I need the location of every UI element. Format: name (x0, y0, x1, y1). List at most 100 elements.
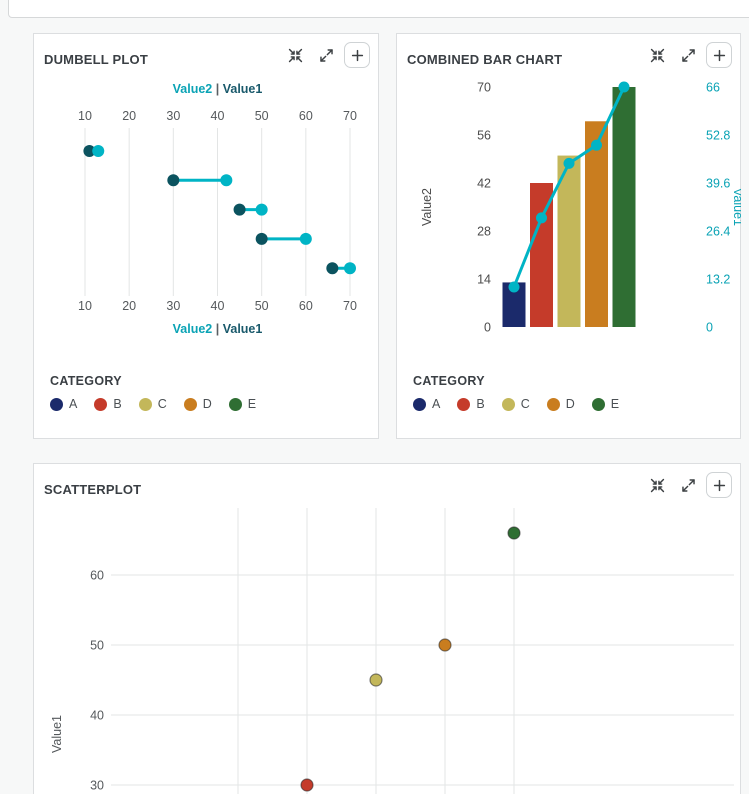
category-legend: CATEGORY A B C D E (413, 374, 619, 411)
combined-bar-line-chart[interactable]: 0 14 28 42 56 70 0 13.2 26.4 39.6 52.8 66 Value2 Valu… (397, 76, 745, 361)
panel-toolbar (644, 472, 732, 498)
line-marker-D[interactable] (591, 139, 602, 151)
expand-button[interactable] (675, 472, 701, 498)
legend-swatch-icon (94, 397, 108, 411)
category-legend: CATEGORY A B C D E (50, 374, 256, 411)
legend-item-D[interactable]: D (183, 397, 212, 411)
panel-scatterplot: SCATTERPLOT (33, 463, 741, 794)
bar-B[interactable] (530, 183, 553, 327)
legend-swatch-icon (183, 397, 197, 411)
collapse-arrows-icon (288, 48, 302, 62)
legend-label: E (610, 397, 620, 411)
legend-swatch-icon (457, 397, 471, 411)
expand-button[interactable] (313, 42, 339, 68)
bar-C[interactable] (557, 155, 581, 327)
legend-item-E[interactable]: E (591, 397, 620, 411)
right-axis-tick: 39.6 (706, 177, 730, 191)
scatter-plot-svg: 30405060Value1Category (50, 508, 734, 794)
legend-label: A (432, 397, 441, 411)
y-tick: 30 (90, 779, 104, 793)
expand-arrows-icon (319, 48, 333, 62)
legend-item-A[interactable]: A (413, 397, 440, 411)
expand-arrows-icon (681, 48, 695, 62)
dumbbell-row-C[interactable] (233, 203, 268, 216)
scatter-point-D[interactable] (438, 638, 452, 652)
x-tick-top: 40 (211, 109, 225, 123)
right-axis-tick: 13.2 (706, 273, 730, 287)
panel-header: SCATTERPLOT (34, 464, 740, 498)
legend-swatch-icon (591, 397, 605, 411)
legend-items: A B C D E (413, 397, 619, 411)
legend-label: C (520, 397, 530, 411)
bar-E[interactable] (612, 87, 636, 327)
scatter-chart[interactable]: 30405060Value1Category (34, 504, 740, 794)
collapse-button[interactable] (282, 42, 308, 68)
legend-label: D (202, 397, 212, 411)
legend-swatch-icon (50, 397, 63, 411)
x-tick-bottom: 50 (255, 299, 269, 313)
collapse-arrows-icon (650, 48, 664, 62)
legend-item-C[interactable]: C (501, 397, 530, 411)
legend-item-A[interactable]: A (50, 397, 77, 411)
legend-swatch-icon (501, 397, 515, 411)
panel-header: DUMBELL PLOT (34, 34, 378, 68)
left-axis-tick: 70 (477, 81, 491, 95)
legend-item-B[interactable]: B (94, 397, 122, 411)
add-button[interactable] (706, 472, 732, 498)
legend-label: B (113, 397, 122, 411)
legend-items: A B C D E (50, 397, 256, 411)
legend-swatch-icon (138, 397, 152, 411)
scatter-point-B[interactable] (300, 778, 314, 792)
panel-toolbar (282, 42, 370, 68)
collapse-button[interactable] (644, 472, 670, 498)
add-button[interactable] (706, 42, 732, 68)
bar-D[interactable] (585, 121, 608, 328)
legend-swatch-icon (413, 397, 426, 411)
legend-item-B[interactable]: B (457, 397, 485, 411)
y-tick: 50 (90, 639, 104, 653)
top-cropped-card (8, 0, 749, 18)
plus-icon (713, 49, 725, 61)
right-axis-tick: 52.8 (706, 129, 730, 143)
collapse-button[interactable] (644, 42, 670, 68)
dumbbell-row-D[interactable] (255, 232, 312, 245)
legend-item-E[interactable]: E (228, 397, 257, 411)
dumbbell-row-E[interactable] (326, 262, 356, 275)
dumbbell-plot-svg: Value2 | Value1 Value2 | Value1 10 10 20 20 30… (78, 82, 357, 336)
legend-label: A (69, 397, 78, 411)
left-axis-tick: 14 (477, 273, 491, 287)
y-tick: 60 (90, 569, 104, 583)
expand-button[interactable] (675, 42, 701, 68)
legend-label: E (247, 397, 257, 411)
x-tick-top: 60 (299, 109, 313, 123)
line-marker-E[interactable] (618, 81, 630, 93)
x-tick-top: 30 (166, 109, 180, 123)
x-tick-bottom: 20 (122, 299, 136, 313)
expand-arrows-icon (681, 478, 695, 492)
x-tick-top: 10 (78, 109, 92, 123)
right-axis-tick: 0 (706, 321, 713, 335)
x-tick-top: 70 (343, 109, 357, 123)
legend-label: B (476, 397, 485, 411)
line-marker-B[interactable] (536, 212, 547, 224)
panel-header: COMBINED BAR CHART (397, 34, 740, 68)
legend-title: CATEGORY (413, 374, 485, 388)
legend-item-D[interactable]: D (546, 397, 575, 411)
plus-icon (713, 479, 725, 491)
legend-item-C[interactable]: C (138, 397, 167, 411)
x-tick-bottom: 60 (299, 299, 313, 313)
panel-toolbar (644, 42, 732, 68)
scatter-point-C[interactable] (369, 673, 383, 687)
x-tick-bottom: 30 (166, 299, 180, 313)
legend-swatch-icon (546, 397, 560, 411)
line-marker-A[interactable] (508, 281, 520, 293)
scatter-point-E[interactable] (507, 526, 521, 540)
dumbbell-row-B[interactable] (167, 174, 233, 187)
bar-A[interactable] (502, 282, 526, 327)
dumbbell-row-A[interactable] (83, 145, 105, 157)
dumbbell-chart[interactable]: Value2 | Value1 Value2 | Value1 10 10 20 20 30… (34, 76, 378, 347)
right-axis-label: Value1 (731, 188, 741, 226)
line-marker-C[interactable] (563, 157, 575, 169)
add-button[interactable] (344, 42, 370, 68)
combo-chart-svg: 0 14 28 42 56 70 0 13.2 26.4 39.6 52.8 66 Value2 Valu… (420, 81, 745, 335)
